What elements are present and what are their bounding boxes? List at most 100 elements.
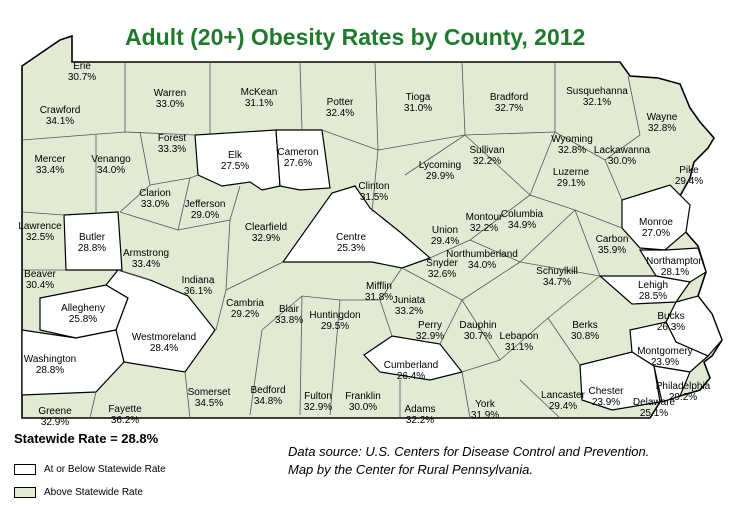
county-rate-bucks: 26.3%	[657, 322, 685, 333]
county-rate-huntingdon: 29.5%	[321, 321, 349, 332]
county-shape-washington	[21, 329, 125, 396]
county-name-york: York	[475, 399, 496, 410]
county-rate-washington: 28.8%	[36, 365, 64, 376]
county-rate-lebanon: 31.1%	[505, 342, 533, 353]
county-name-westmoreland: Westmoreland	[132, 332, 196, 343]
legend-swatch-below	[14, 463, 36, 475]
county-rate-centre: 25.3%	[337, 243, 365, 254]
county-rate-snyder: 32.6%	[428, 269, 456, 280]
county-name-centre: Centre	[336, 232, 366, 243]
county-name-chester: Chester	[588, 386, 624, 397]
county-name-snyder: Snyder	[426, 258, 458, 269]
county-rate-delaware: 25.1%	[640, 408, 668, 419]
county-border-line	[89, 391, 97, 419]
county-rate-warren: 33.0%	[156, 99, 184, 110]
county-rate-union: 29.4%	[431, 236, 459, 247]
county-border-line	[627, 75, 641, 136]
county-border-line	[464, 134, 531, 196]
county-rate-lawrence: 32.5%	[26, 232, 54, 243]
county-name-huntingdon: Huntingdon	[309, 310, 360, 321]
legend-swatch-above	[14, 486, 36, 498]
county-name-lycoming: Lycoming	[419, 160, 461, 171]
county-rate-forest: 33.3%	[158, 144, 186, 155]
county-rate-lycoming: 29.9%	[426, 171, 454, 182]
county-border-line	[461, 261, 521, 301]
county-border-line	[529, 131, 556, 196]
county-rate-westmoreland: 28.4%	[150, 343, 178, 354]
county-rate-monroe: 27.0%	[642, 228, 670, 239]
legend-item-above: Above Statewide Rate	[14, 485, 143, 499]
county-rate-erie: 30.7%	[68, 72, 96, 83]
county-name-mercer: Mercer	[34, 154, 66, 165]
county-border-line	[299, 295, 303, 416]
county-name-lackawanna: Lackawanna	[594, 145, 651, 156]
county-name-fayette: Fayette	[108, 404, 142, 415]
county-rate-wayne: 32.8%	[648, 123, 676, 134]
county-rate-potter: 32.4%	[326, 108, 354, 119]
county-border-line	[225, 219, 231, 291]
county-name-pike: Pike	[679, 165, 699, 176]
county-border-line	[371, 149, 379, 213]
county-name-susquehanna: Susquehanna	[566, 86, 628, 97]
county-name-cameron: Cameron	[277, 147, 318, 158]
county-shape-cameron	[275, 129, 331, 191]
county-shape-delaware	[653, 365, 691, 403]
county-rate-clarion: 33.0%	[141, 199, 169, 210]
county-name-berks: Berks	[572, 320, 598, 331]
county-name-wayne: Wayne	[647, 112, 678, 123]
county-name-lehigh: Lehigh	[638, 280, 668, 291]
county-rate-montour: 32.2%	[470, 223, 498, 234]
county-border-line	[225, 261, 284, 291]
county-rate-indiana: 36.1%	[184, 286, 212, 297]
county-name-cambria: Cambria	[226, 298, 264, 309]
county-name-cumberland: Cumberland	[384, 360, 438, 371]
county-rate-luzerne: 29.1%	[557, 178, 585, 189]
county-name-butler: Butler	[79, 232, 106, 243]
county-name-fulton: Fulton	[304, 391, 332, 402]
county-border-line	[574, 209, 601, 277]
county-name-crawford: Crawford	[40, 105, 81, 116]
county-shape-centre	[281, 185, 432, 269]
county-name-bedford: Bedford	[250, 385, 285, 396]
county-name-elk: Elk	[228, 150, 243, 161]
county-name-tioga: Tioga	[406, 92, 431, 103]
county-shape-butler	[63, 211, 123, 271]
county-rate-jefferson: 29.0%	[191, 210, 219, 221]
county-shape-lehigh	[598, 275, 692, 305]
county-name-northumberland: Northumberland	[446, 249, 518, 260]
county-name-delaware: Delaware	[633, 397, 676, 408]
county-name-wyoming: Wyoming	[551, 134, 593, 145]
county-rate-dauphin: 30.7%	[464, 331, 492, 342]
county-border-line	[21, 131, 196, 141]
statewide-rate: Statewide Rate = 28.8%	[14, 431, 159, 446]
county-rate-carbon: 35.9%	[598, 245, 626, 256]
county-rate-lehigh: 28.5%	[639, 291, 667, 302]
county-rate-lancaster: 29.4%	[549, 401, 577, 412]
county-border-line	[117, 269, 151, 281]
county-rate-bradford: 32.7%	[495, 103, 523, 114]
county-rate-perry: 32.9%	[416, 331, 444, 342]
county-rate-somerset: 34.5%	[195, 398, 223, 409]
county-name-blair: Blair	[279, 304, 300, 315]
